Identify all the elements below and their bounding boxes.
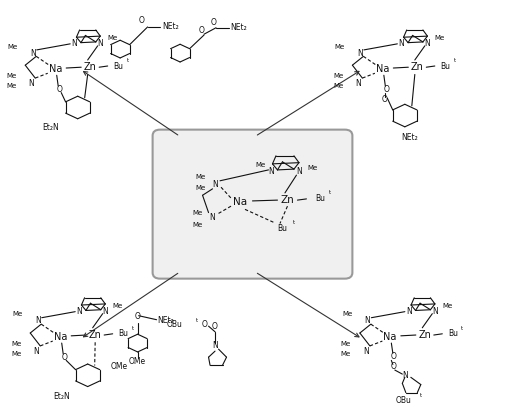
Text: Me: Me	[192, 210, 203, 216]
Text: Bu: Bu	[440, 61, 450, 70]
Text: Bu: Bu	[118, 329, 128, 338]
Text: N: N	[28, 79, 34, 88]
Text: t: t	[127, 58, 129, 63]
Text: N: N	[71, 39, 77, 48]
Text: NEt₂: NEt₂	[230, 23, 247, 32]
Text: O: O	[198, 27, 205, 36]
Text: Bu: Bu	[113, 61, 123, 70]
Text: Et₂N: Et₂N	[42, 123, 59, 132]
Text: Na: Na	[48, 64, 62, 74]
Text: Zn: Zn	[411, 62, 424, 72]
Text: Zn: Zn	[418, 330, 431, 340]
Text: O: O	[139, 16, 144, 25]
Text: Me: Me	[113, 303, 123, 309]
Text: N: N	[357, 49, 363, 58]
Text: Me: Me	[6, 74, 16, 79]
Text: Me: Me	[342, 312, 352, 317]
Text: Bu: Bu	[315, 193, 325, 202]
Text: NEt₂: NEt₂	[163, 22, 179, 31]
Text: Me: Me	[11, 341, 21, 347]
Text: Me: Me	[13, 312, 23, 317]
Text: N: N	[432, 307, 438, 316]
Text: N: N	[212, 341, 218, 350]
Text: t: t	[461, 326, 463, 331]
Text: O: O	[391, 362, 397, 371]
Text: OMe: OMe	[129, 357, 146, 366]
Text: Me: Me	[256, 162, 266, 168]
Text: Me: Me	[341, 351, 351, 357]
Text: O: O	[135, 312, 140, 321]
Text: N: N	[212, 180, 218, 189]
Text: Me: Me	[11, 351, 21, 357]
FancyBboxPatch shape	[153, 130, 352, 279]
Text: Me: Me	[195, 174, 205, 180]
Text: O: O	[391, 352, 397, 361]
Text: Me: Me	[442, 303, 452, 309]
Text: Zn: Zn	[281, 195, 294, 205]
Text: NEt₂: NEt₂	[158, 317, 174, 326]
Text: N: N	[76, 307, 82, 316]
Text: Me: Me	[435, 35, 445, 41]
Text: O: O	[61, 353, 67, 362]
Text: N: N	[402, 371, 408, 380]
Text: N: N	[97, 39, 103, 48]
Text: Na: Na	[383, 332, 396, 342]
Text: N: N	[363, 347, 369, 356]
Text: N: N	[103, 307, 108, 316]
Text: Me: Me	[308, 165, 318, 171]
Text: N: N	[406, 307, 412, 316]
Text: Bu: Bu	[448, 329, 458, 338]
Text: O: O	[211, 18, 217, 27]
Text: Me: Me	[333, 74, 343, 79]
Text: N: N	[268, 167, 274, 176]
Text: Me: Me	[8, 44, 18, 49]
Text: t: t	[132, 326, 134, 331]
Text: Na: Na	[233, 197, 247, 207]
Text: OBu: OBu	[396, 396, 412, 405]
Text: Me: Me	[333, 83, 343, 89]
Text: N: N	[30, 49, 36, 58]
Text: OBu: OBu	[167, 321, 183, 330]
Text: t: t	[453, 58, 456, 63]
Text: OMe: OMe	[110, 362, 127, 371]
Text: Et₂N: Et₂N	[54, 392, 70, 401]
Text: Bu: Bu	[277, 224, 287, 233]
Text: N: N	[365, 317, 370, 326]
Text: N: N	[33, 347, 39, 356]
Text: Me: Me	[192, 222, 203, 228]
Text: O: O	[202, 321, 208, 330]
Text: N: N	[210, 213, 216, 222]
Text: t: t	[420, 393, 422, 398]
Text: Na: Na	[54, 332, 67, 342]
Text: Me: Me	[335, 44, 345, 49]
Text: Me: Me	[195, 185, 205, 191]
Text: Zn: Zn	[84, 62, 96, 72]
Text: O: O	[56, 85, 62, 94]
Text: Zn: Zn	[89, 330, 102, 340]
Text: N: N	[35, 317, 40, 326]
Text: Na: Na	[376, 64, 389, 74]
Text: NEt₂: NEt₂	[401, 133, 418, 142]
Text: Me: Me	[108, 35, 118, 41]
Text: N: N	[356, 79, 361, 88]
Text: N: N	[296, 167, 302, 176]
Text: Me: Me	[341, 341, 351, 347]
Text: t: t	[195, 318, 197, 323]
Text: t: t	[292, 220, 294, 225]
Text: t: t	[329, 190, 331, 196]
Text: Me: Me	[6, 83, 16, 89]
Text: O: O	[212, 321, 218, 330]
Text: N: N	[424, 39, 430, 48]
Text: N: N	[398, 39, 404, 48]
Text: O: O	[383, 85, 389, 94]
Text: O: O	[382, 95, 388, 104]
